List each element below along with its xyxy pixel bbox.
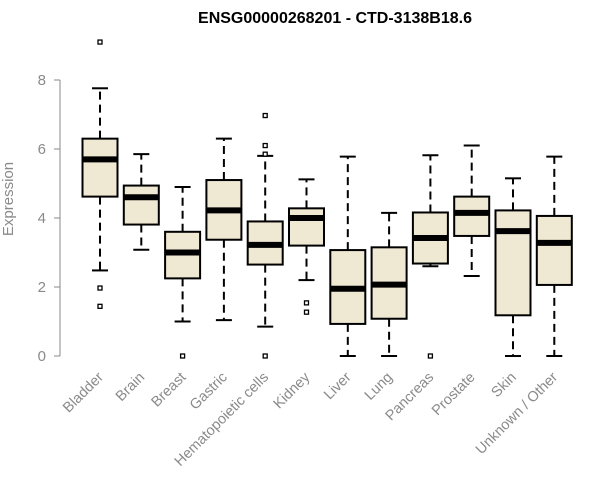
- outlier-point: [179, 353, 186, 359]
- outlier-point: [262, 112, 268, 119]
- outlier-point: [303, 300, 310, 306]
- outlier-point: [97, 39, 103, 45]
- box-prostate: [453, 144, 491, 277]
- y-tick-label: 6: [38, 141, 46, 158]
- box-breast: [164, 185, 202, 359]
- x-tick-label: Prostate: [429, 370, 478, 419]
- y-ticks: 0 2 4 6 8: [38, 72, 60, 365]
- box-kidney: [288, 178, 325, 315]
- iqr-box: [494, 209, 532, 317]
- y-tick-label: 4: [38, 210, 46, 227]
- outlier-point: [303, 309, 310, 315]
- outlier-point: [97, 285, 103, 291]
- iqr-box: [122, 184, 160, 226]
- y-tick-label: 0: [38, 348, 46, 365]
- box-pancreas: [411, 154, 449, 359]
- outlier-point: [262, 353, 268, 359]
- x-tick-label: Bladder: [60, 369, 107, 416]
- x-tick-label: Liver: [321, 369, 355, 403]
- box-skin: [494, 177, 532, 357]
- outlier-point: [262, 142, 268, 149]
- x-tick-label: Brain: [113, 370, 148, 405]
- y-tick-label: 2: [38, 279, 46, 296]
- y-tick-label: 8: [38, 72, 46, 89]
- x-tick-label: Lung: [362, 370, 396, 404]
- iqr-box: [453, 195, 491, 237]
- outlier-point: [262, 151, 268, 157]
- box-gastric: [205, 137, 243, 322]
- x-tick-label: Kidney: [271, 369, 314, 412]
- outlier-point: [427, 353, 434, 359]
- box-plot: [81, 39, 573, 359]
- chart-title: ENSG00000268201 - CTD-3138B18.6: [198, 10, 472, 27]
- x-tick-label: Skin: [489, 370, 520, 401]
- iqr-box: [288, 207, 325, 247]
- x-tick-label: Breast: [148, 370, 189, 411]
- box-brain: [122, 153, 160, 251]
- box-unknown-other: [535, 155, 573, 357]
- iqr-box: [81, 137, 119, 198]
- iqr-box: [535, 214, 573, 286]
- box-bladder: [81, 39, 119, 309]
- box-lung: [370, 211, 408, 357]
- box-hematopoietic-cells: [246, 112, 284, 359]
- outlier-point: [97, 303, 103, 309]
- box-liver: [329, 155, 367, 357]
- y-axis-label: Expression: [0, 162, 17, 236]
